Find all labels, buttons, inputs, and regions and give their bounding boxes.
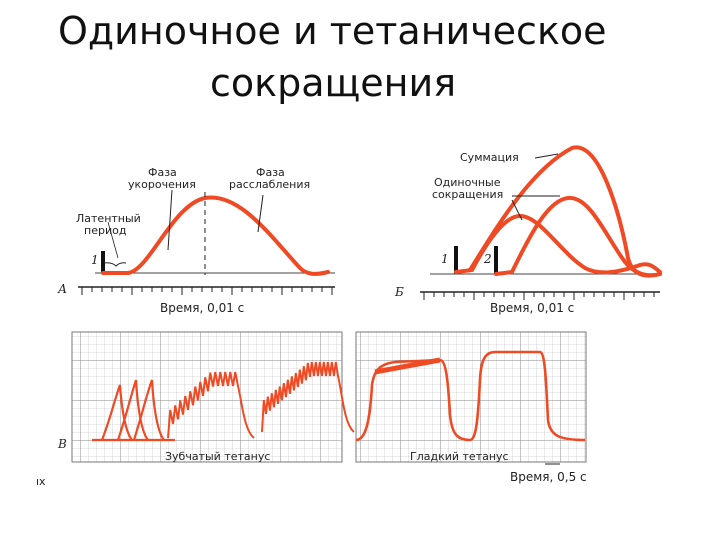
panel-c-grid-left xyxy=(71,331,343,463)
panel-c-letter: В xyxy=(57,437,67,451)
panel-a-stimulus-mark: 1 xyxy=(91,253,99,267)
panel-a-latent-label-1: Латентный xyxy=(76,212,141,225)
panel-b-summation-pointer xyxy=(534,153,559,159)
panel-c-serrated-tetanus-1 xyxy=(167,371,255,439)
panel-a-shortening-label-1: Фаза xyxy=(148,166,177,179)
panel-c-twitch-3 xyxy=(132,379,165,441)
panel-c-smooth-tetanus-1 xyxy=(355,358,471,442)
panel-c-twitch-1 xyxy=(100,384,133,441)
panel-b-single-label-2: сокращения xyxy=(432,188,503,201)
panel-a-latent-brace xyxy=(103,262,127,267)
panel-b-stimulus-mark-2: 2 xyxy=(483,252,492,266)
panel-a-latent-pointer xyxy=(107,221,119,259)
slide-title-line-2: сокращения xyxy=(210,61,457,105)
panel-c-smooth-tetanus-1-thick xyxy=(374,357,441,375)
panel-a-axis-label: Время, 0,01 с xyxy=(160,301,244,315)
panel-c-serrated-tetanus-2 xyxy=(261,361,355,433)
panel-b-axis-ticks xyxy=(423,292,655,300)
slide-title-line-1: Одиночное и тетаническое xyxy=(58,9,607,53)
panel-c-grid-right xyxy=(355,331,587,463)
panel-b-axis-label: Время, 0,01 с xyxy=(490,301,574,315)
panel-c-axis-label: Время, 0,5 с xyxy=(510,470,587,484)
panel-b-letter: Б xyxy=(394,285,404,299)
panel-a-relaxation-pointer xyxy=(257,194,264,233)
panel-c-twitch-2 xyxy=(116,379,149,441)
panel-b-summation: 1 2 Суммация Одиночные сокращения Б Врем… xyxy=(394,145,662,315)
panel-a-shortening-pointer xyxy=(167,189,173,251)
panel-c-corner-mark: ıx xyxy=(36,475,46,488)
panel-b-single-pointer-2 xyxy=(511,199,523,221)
panel-c-serrated-label: Зубчатый тетанус xyxy=(165,450,270,463)
panel-a-letter: А xyxy=(57,282,67,296)
panel-c-smooth-tetanus-2 xyxy=(469,350,586,442)
panel-b-single-label-1: Одиночные xyxy=(434,176,501,189)
panel-b-summation-label: Суммация xyxy=(460,151,519,164)
panel-a-relaxation-label-1: Фаза xyxy=(256,166,285,179)
panel-a-latent-label-2: период xyxy=(84,224,127,237)
panel-c-smooth-label: Гладкий тетанус xyxy=(410,450,509,463)
panel-a-axis-ticks xyxy=(81,287,333,295)
panel-b-stimulus-mark-1: 1 xyxy=(441,252,449,266)
panel-b-summation-curve xyxy=(468,145,662,278)
panel-c-tetanus: В Зубчатый тетанус Гладкий тетанус Время… xyxy=(36,331,587,488)
panel-a-twitch-curve xyxy=(101,195,330,276)
panel-a-shortening-label-2: укорочения xyxy=(128,178,196,191)
panel-b-single-twitch-1 xyxy=(454,213,662,275)
panel-a-single-twitch: 1 Фаза укорочения Фаза расслабления Лате… xyxy=(57,166,335,315)
panel-a-relaxation-label-2: расслабления xyxy=(229,178,310,191)
